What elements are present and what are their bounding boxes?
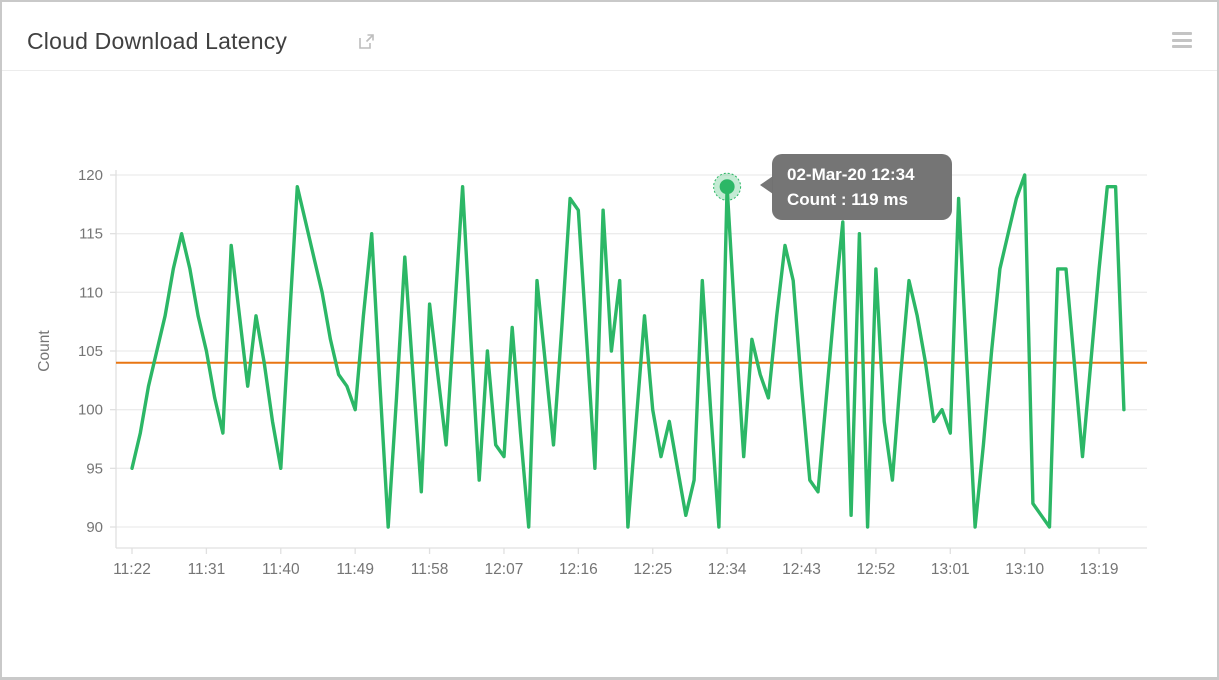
x-tick-label: 11:22	[113, 561, 151, 578]
x-tick-label: 11:58	[411, 561, 449, 578]
x-tick-label: 13:19	[1080, 561, 1119, 578]
y-tick-label: 120	[78, 167, 103, 184]
x-tick-label: 12:07	[485, 561, 524, 578]
y-tick-label: 105	[78, 343, 103, 360]
x-tick-label: 12:34	[708, 561, 747, 578]
x-tick-label: 13:01	[931, 561, 970, 578]
x-tick-label: 12:25	[633, 561, 672, 578]
y-axis-title: Count	[36, 330, 53, 372]
tooltip: 02-Mar-20 12:34 Count : 119 ms	[760, 154, 952, 220]
x-tick-label: 11:31	[188, 561, 226, 578]
hamburger-bar	[1172, 45, 1192, 48]
hamburger-bar	[1172, 38, 1192, 42]
page-title: Cloud Download Latency	[27, 28, 288, 54]
tooltip-value: Count : 119 ms	[787, 190, 908, 209]
y-tick-label: 95	[86, 460, 103, 477]
hamburger-menu-icon[interactable]	[1172, 32, 1192, 48]
hamburger-bar	[1172, 32, 1192, 35]
highlighted-point[interactable]	[719, 179, 735, 195]
tooltip-timestamp: 02-Mar-20 12:34	[787, 165, 915, 184]
y-tick-label: 115	[79, 226, 103, 243]
x-tick-label: 11:49	[336, 561, 374, 578]
y-tick-label: 100	[78, 402, 103, 419]
widget-header: Cloud Download Latency	[2, 2, 1217, 71]
y-tick-label: 110	[79, 284, 103, 301]
x-tick-label: 13:10	[1005, 561, 1044, 578]
y-tick-label: 90	[86, 519, 103, 536]
x-tick-label: 12:52	[857, 561, 896, 578]
x-tick-label: 11:40	[262, 561, 300, 578]
x-tick-label: 12:43	[782, 561, 821, 578]
external-link-icon[interactable]	[357, 33, 375, 51]
latency-series-line[interactable]	[130, 173, 1126, 529]
x-tick-label: 12:16	[559, 561, 598, 578]
